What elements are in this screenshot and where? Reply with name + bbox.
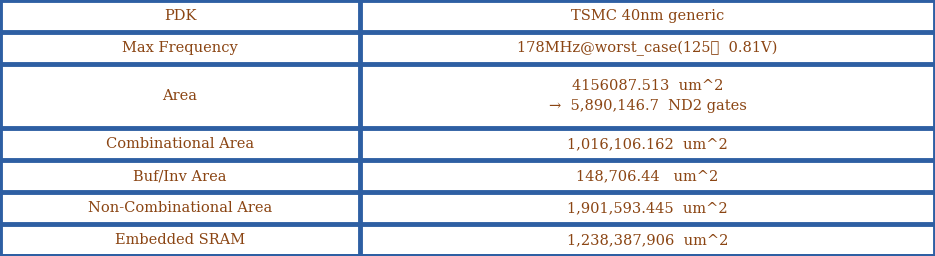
Text: 1,238,387,906  um^2: 1,238,387,906 um^2 (567, 233, 728, 247)
Text: Max Frequency: Max Frequency (122, 41, 237, 55)
Text: 4156087.513  um^2
→  5,890,146.7  ND2 gates: 4156087.513 um^2 → 5,890,146.7 ND2 gates (549, 79, 746, 113)
Text: 178MHz@worst_case(125도  0.81V): 178MHz@worst_case(125도 0.81V) (517, 40, 778, 56)
Text: 1,016,106.162  um^2: 1,016,106.162 um^2 (568, 137, 727, 151)
Text: Non-Combinational Area: Non-Combinational Area (88, 201, 272, 215)
Text: Embedded SRAM: Embedded SRAM (115, 233, 245, 247)
Text: TSMC 40nm generic: TSMC 40nm generic (571, 9, 724, 23)
Text: PDK: PDK (164, 9, 196, 23)
Text: Combinational Area: Combinational Area (106, 137, 254, 151)
Text: Buf/Inv Area: Buf/Inv Area (134, 169, 227, 183)
Text: Area: Area (163, 89, 197, 103)
Text: 1,901,593.445  um^2: 1,901,593.445 um^2 (568, 201, 727, 215)
Text: 148,706.44   um^2: 148,706.44 um^2 (576, 169, 719, 183)
